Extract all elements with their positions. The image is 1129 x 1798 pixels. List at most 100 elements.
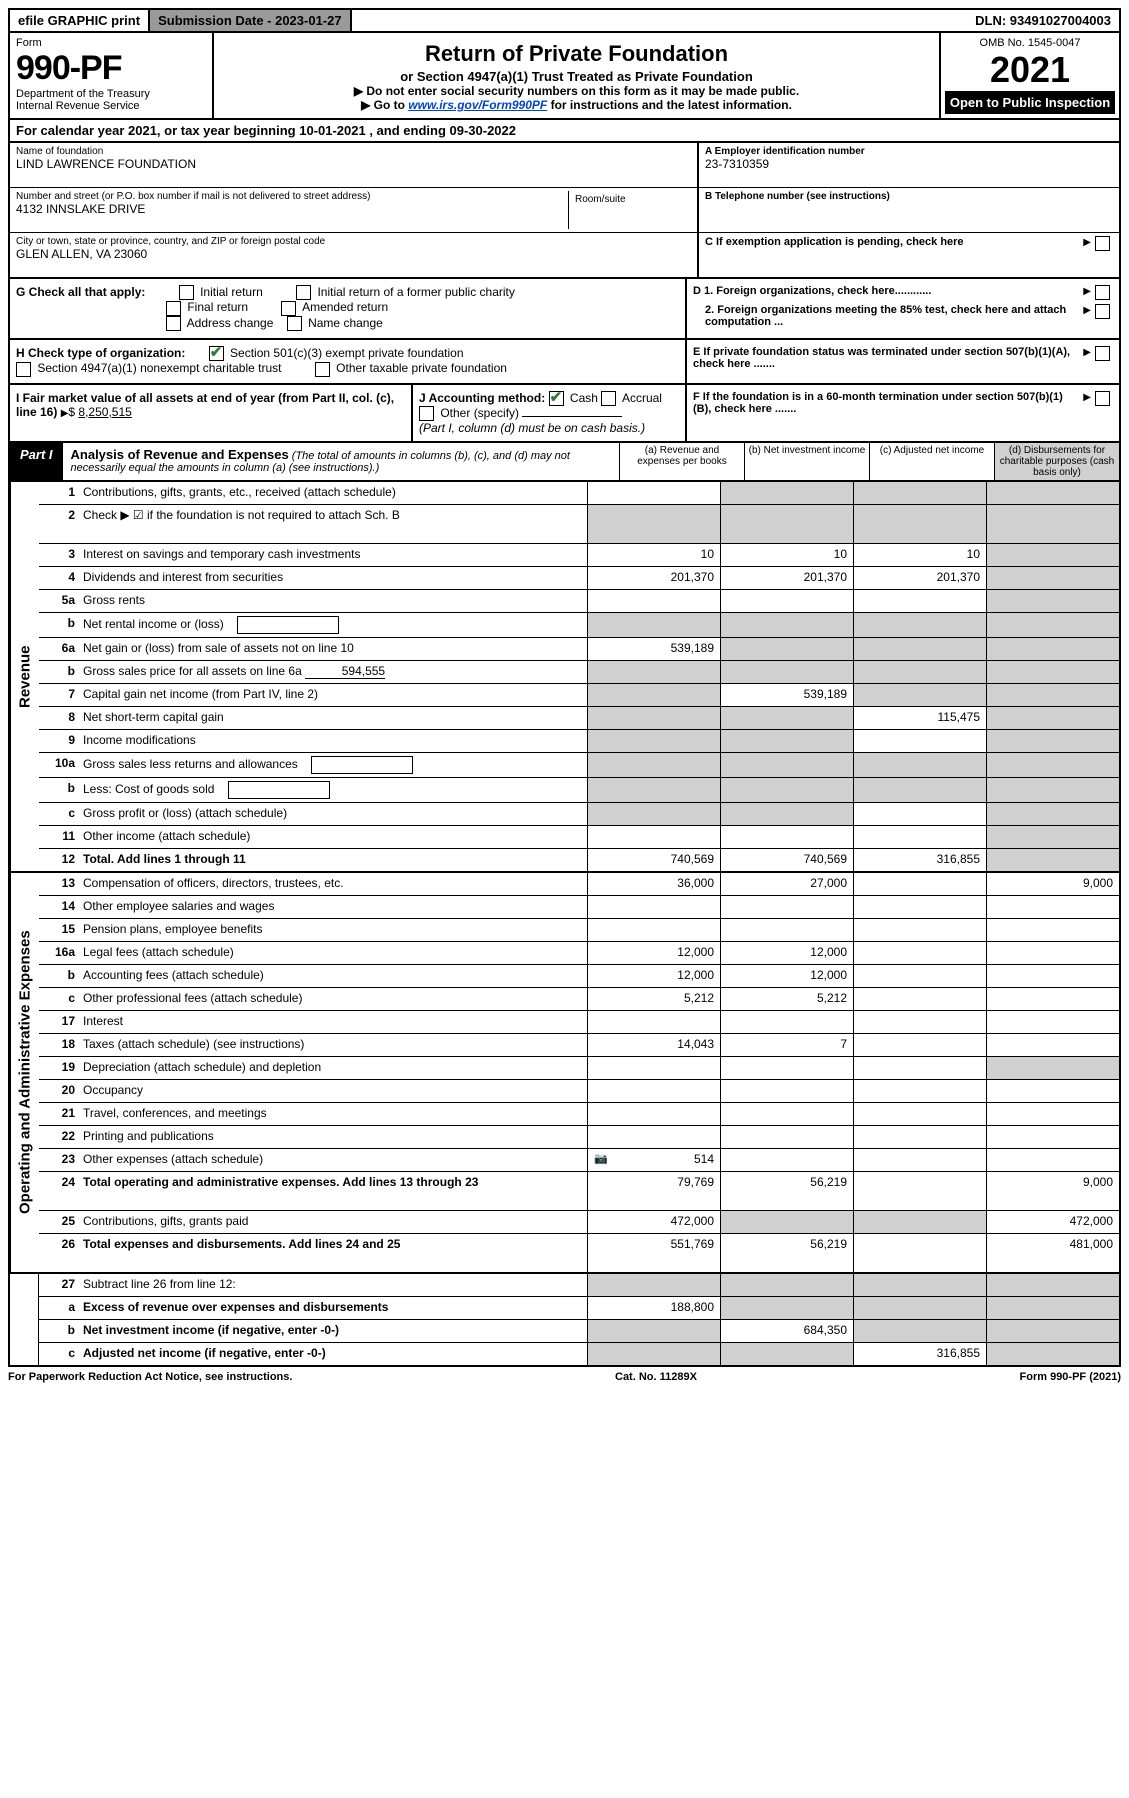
row-description: Net gain or (loss) from sale of assets n… <box>79 638 587 660</box>
table-row: 15Pension plans, employee benefits <box>39 919 1119 942</box>
row-number: 4 <box>39 567 79 589</box>
501c3-checkbox[interactable] <box>209 346 224 361</box>
data-cell: 56,219 <box>720 1234 853 1272</box>
data-cell <box>720 1011 853 1033</box>
row-description: Other income (attach schedule) <box>79 826 587 848</box>
section-e: E If private foundation status was termi… <box>687 340 1119 383</box>
row-number: 18 <box>39 1034 79 1056</box>
60month-checkbox[interactable] <box>1095 391 1110 406</box>
row-description: Taxes (attach schedule) (see instruction… <box>79 1034 587 1056</box>
arrow-icon <box>1083 285 1091 297</box>
data-cell <box>986 753 1119 777</box>
data-cell <box>853 965 986 987</box>
terminated-checkbox[interactable] <box>1095 346 1110 361</box>
table-row: 25Contributions, gifts, grants paid472,0… <box>39 1211 1119 1234</box>
data-cell <box>986 896 1119 918</box>
name-change-checkbox[interactable] <box>287 316 302 331</box>
foreign-org-checkbox[interactable] <box>1095 285 1110 300</box>
data-cell <box>853 873 986 895</box>
revenue-table: Revenue 1Contributions, gifts, grants, e… <box>8 482 1121 873</box>
data-cell: 539,189 <box>720 684 853 706</box>
row-description: Printing and publications <box>79 1126 587 1148</box>
data-cell <box>986 638 1119 660</box>
data-cell <box>720 482 853 504</box>
4947a1-checkbox[interactable] <box>16 362 31 377</box>
section-h-e: H Check type of organization: Section 50… <box>8 340 1121 385</box>
data-cell <box>986 849 1119 871</box>
row-description: Less: Cost of goods sold <box>79 778 587 802</box>
data-cell <box>853 1320 986 1342</box>
row-number: 17 <box>39 1011 79 1033</box>
data-cell <box>986 826 1119 848</box>
initial-former-checkbox[interactable] <box>296 285 311 300</box>
part1-label: Part I <box>10 443 63 480</box>
row-description: Interest on savings and temporary cash i… <box>79 544 587 566</box>
header-left: Form 990-PF Department of the Treasury I… <box>10 33 214 118</box>
other-method-checkbox[interactable] <box>419 406 434 421</box>
row-description: Other professional fees (attach schedule… <box>79 988 587 1010</box>
row-description: Dividends and interest from securities <box>79 567 587 589</box>
row-description: Total operating and administrative expen… <box>79 1172 587 1210</box>
data-cell <box>986 1343 1119 1365</box>
other-taxable-checkbox[interactable] <box>315 362 330 377</box>
table-row: 2Check ▶ ☑ if the foundation is not requ… <box>39 505 1119 544</box>
row-description: Compensation of officers, directors, tru… <box>79 873 587 895</box>
data-cell <box>853 613 986 637</box>
data-cell <box>587 661 720 683</box>
table-row: bNet investment income (if negative, ent… <box>39 1320 1119 1343</box>
amended-return-checkbox[interactable] <box>281 301 296 316</box>
table-row: 19Depreciation (attach schedule) and dep… <box>39 1057 1119 1080</box>
data-cell <box>853 638 986 660</box>
exemption-checkbox[interactable] <box>1095 236 1110 251</box>
data-cell <box>986 684 1119 706</box>
calendar-year-row: For calendar year 2021, or tax year begi… <box>8 120 1121 143</box>
data-cell: 5,212 <box>587 988 720 1010</box>
row-description: Contributions, gifts, grants, etc., rece… <box>79 482 587 504</box>
row-description: Excess of revenue over expenses and disb… <box>79 1297 587 1319</box>
table-row: 16aLegal fees (attach schedule)12,00012,… <box>39 942 1119 965</box>
section-h: H Check type of organization: Section 50… <box>10 340 687 383</box>
section-i-j-f: I Fair market value of all assets at end… <box>8 385 1121 444</box>
accrual-checkbox[interactable] <box>601 391 616 406</box>
expenses-table: Operating and Administrative Expenses 13… <box>8 873 1121 1274</box>
data-cell <box>720 896 853 918</box>
data-cell <box>720 1126 853 1148</box>
address-change-checkbox[interactable] <box>166 316 181 331</box>
exemption-pending-cell: C If exemption application is pending, c… <box>699 233 1119 277</box>
irs-link[interactable]: www.irs.gov/Form990PF <box>408 98 547 112</box>
data-cell <box>986 1057 1119 1079</box>
irs-label: Internal Revenue Service <box>16 100 206 112</box>
row-number: 24 <box>39 1172 79 1210</box>
final-return-checkbox[interactable] <box>166 301 181 316</box>
table-row: 10aGross sales less returns and allowanc… <box>39 753 1119 778</box>
data-cell <box>986 1274 1119 1296</box>
cash-checkbox[interactable] <box>549 391 564 406</box>
foreign-85-checkbox[interactable] <box>1095 304 1110 319</box>
data-cell: 316,855 <box>853 1343 986 1365</box>
data-cell <box>853 1126 986 1148</box>
data-cell: 472,000 <box>986 1211 1119 1233</box>
row-number: 15 <box>39 919 79 941</box>
data-cell <box>853 482 986 504</box>
initial-return-checkbox[interactable] <box>179 285 194 300</box>
row-number: 11 <box>39 826 79 848</box>
data-cell <box>986 1126 1119 1148</box>
row-description: Travel, conferences, and meetings <box>79 1103 587 1125</box>
form-reference: Form 990-PF (2021) <box>1020 1371 1121 1383</box>
data-cell <box>986 803 1119 825</box>
data-cell <box>986 988 1119 1010</box>
table-row: 18Taxes (attach schedule) (see instructi… <box>39 1034 1119 1057</box>
table-row: 24Total operating and administrative exp… <box>39 1172 1119 1211</box>
data-cell: 9,000 <box>986 1172 1119 1210</box>
data-cell <box>853 778 986 802</box>
row-number: 2 <box>39 505 79 543</box>
row-number: 8 <box>39 707 79 729</box>
ssn-warning: ▶ Do not enter social security numbers o… <box>220 84 933 98</box>
data-cell: 10 <box>853 544 986 566</box>
row-number: 12 <box>39 849 79 871</box>
data-cell: 12,000 <box>587 965 720 987</box>
data-cell <box>986 613 1119 637</box>
data-cell <box>986 965 1119 987</box>
form-word: Form <box>16 37 206 49</box>
data-cell <box>720 1343 853 1365</box>
